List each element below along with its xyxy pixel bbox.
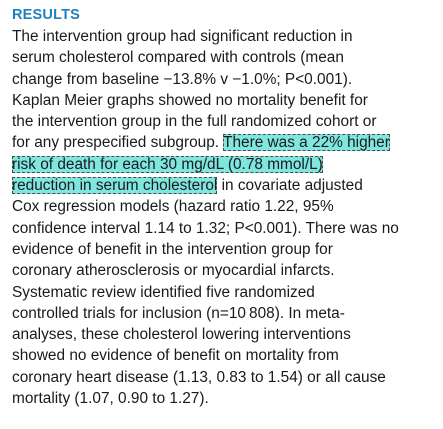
text-line: showed no evidence of benefit on mortali… bbox=[12, 345, 440, 366]
text-segment: Kaplan Meier graphs showed no mortality … bbox=[12, 91, 368, 109]
text-line: Systematic review identified five random… bbox=[12, 282, 440, 303]
text-segment: coronary heart disease (1.13, 0.83 to 1.… bbox=[12, 368, 386, 386]
text-line: The intervention group had significant r… bbox=[12, 26, 440, 47]
text-segment: controlled trials for inclusion (n=10 80… bbox=[12, 304, 345, 322]
text-segment: serum cholesterol compared with controls… bbox=[12, 49, 344, 67]
highlighted-sentence: risk of death for each 30 mg/dL (0.78 mm… bbox=[12, 155, 323, 173]
text-segment: in covariate adjusted bbox=[217, 177, 363, 195]
text-segment: showed no evidence of benefit on mortali… bbox=[12, 347, 339, 365]
text-line: reduction in serum cholesterol in covari… bbox=[12, 175, 440, 196]
text-line: Cox regression models (hazard ratio 1.22… bbox=[12, 196, 440, 217]
text-line: mortality (1.07, 0.90 to 1.27). bbox=[12, 388, 440, 409]
text-segment: analyses, these cholesterol lowering int… bbox=[12, 326, 351, 344]
section-heading: RESULTS bbox=[12, 7, 80, 23]
text-segment: evidence of benefit in the intervention … bbox=[12, 240, 333, 258]
highlighted-sentence: reduction in serum cholesterol bbox=[12, 177, 218, 195]
results-section: RESULTS The intervention group had signi… bbox=[12, 6, 440, 409]
text-line: Kaplan Meier graphs showed no mortality … bbox=[12, 90, 440, 111]
text-segment: Cox regression models (hazard ratio 1.22… bbox=[12, 198, 334, 216]
text-line: evidence of benefit in the intervention … bbox=[12, 239, 440, 260]
text-line: analyses, these cholesterol lowering int… bbox=[12, 324, 440, 345]
text-segment: The intervention group had significant r… bbox=[12, 28, 353, 45]
text-segment: for any prespecified subgroup. bbox=[12, 134, 224, 152]
text-line: serum cholesterol compared with controls… bbox=[12, 47, 440, 68]
text-line: controlled trials for inclusion (n=10 80… bbox=[12, 303, 440, 324]
text-line: confidence interval 1.14 to 1.32; P<0.00… bbox=[12, 218, 440, 239]
results-paragraph: The intervention group had significant r… bbox=[12, 26, 440, 409]
text-segment: Systematic review identified five random… bbox=[12, 283, 315, 301]
text-line: for any prespecified subgroup. There was… bbox=[12, 132, 440, 153]
text-segment: confidence interval 1.14 to 1.32; P<0.00… bbox=[12, 219, 399, 237]
highlighted-sentence: There was a 22% higher bbox=[223, 134, 390, 152]
text-segment: change from baseline −13.8% v −1.0%; P<0… bbox=[12, 70, 353, 88]
text-line: the intervention group in the full rando… bbox=[12, 111, 440, 132]
text-segment: the intervention group in the full rando… bbox=[12, 113, 377, 131]
text-segment: mortality (1.07, 0.90 to 1.27). bbox=[12, 390, 209, 408]
text-line: risk of death for each 30 mg/dL (0.78 mm… bbox=[12, 154, 440, 175]
text-segment: coronary atherosclerosis or myocardial i… bbox=[12, 262, 335, 280]
text-line: coronary heart disease (1.13, 0.83 to 1.… bbox=[12, 367, 440, 388]
text-line: change from baseline −13.8% v −1.0%; P<0… bbox=[12, 69, 440, 90]
text-line: coronary atherosclerosis or myocardial i… bbox=[12, 260, 440, 281]
